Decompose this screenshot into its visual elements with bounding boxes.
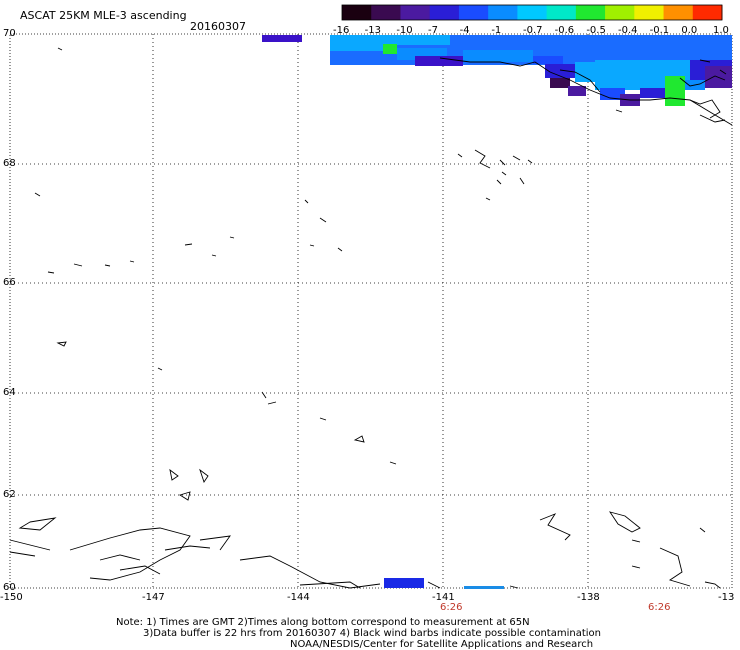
lat-label: 60 — [3, 582, 16, 593]
colorbar-tick-label: -0.6 — [554, 25, 575, 36]
colorbar-swatch — [546, 5, 577, 20]
colorbar-tick-label: 0.0 — [681, 25, 698, 36]
time-label: 6:26 — [648, 602, 671, 613]
colorbar-swatch — [517, 5, 548, 20]
colorbar-swatch — [634, 5, 665, 20]
colorbar-swatch — [575, 5, 606, 20]
colorbar-swatch — [429, 5, 460, 20]
lon-label: -147 — [142, 592, 165, 603]
lat-label: 70 — [3, 28, 16, 39]
colorbar-swatch — [458, 5, 489, 20]
colorbar-frame — [341, 4, 723, 21]
colorbar-tick-label: -0.4 — [618, 25, 638, 36]
lon-label: -150 — [0, 592, 23, 603]
colorbar-tick-label: -4 — [459, 25, 470, 36]
footer-credit: NOAA/NESDIS/Center for Satellite Applica… — [290, 639, 594, 650]
colorbar-tick-label: -10 — [396, 25, 413, 36]
colorbar-tick-label: -1 — [491, 25, 502, 36]
colorbar-swatch — [663, 5, 694, 20]
lat-label: 62 — [3, 489, 16, 500]
figure-title: ASCAT 25KM MLE-3 ascending — [20, 9, 187, 22]
colorbar-tick-label: -7 — [428, 25, 438, 36]
colorbar-swatch — [692, 5, 723, 20]
lon-label: -144 — [287, 592, 310, 603]
wind-swath-top — [262, 35, 732, 106]
figure-date: 20160307 — [190, 20, 246, 33]
coastline — [9, 47, 733, 589]
colorbar-tick-label: -0.7 — [523, 25, 543, 36]
footer-note-line2: 3)Data buffer is 22 hrs from 20160307 4)… — [143, 628, 601, 639]
colorbar-swatch — [488, 5, 518, 20]
time-label: 6:26 — [440, 602, 463, 613]
colorbar-tick-label: -13 — [364, 25, 381, 36]
colorbar-swatch — [342, 5, 372, 20]
colorbar-tick-label: -16 — [333, 25, 350, 36]
lon-label: -141 — [432, 592, 455, 603]
colorbar-swatch — [371, 5, 401, 20]
lat-label: 66 — [3, 277, 16, 288]
colorbar-swatch — [605, 5, 635, 20]
lon-label: -13 — [718, 592, 735, 603]
colorbar — [341, 4, 723, 21]
colorbar-tick-label: 1.0 — [713, 25, 729, 36]
footer-note-line1: Note: 1) Times are GMT 2)Times along bot… — [116, 617, 530, 628]
graticule — [10, 34, 732, 588]
colorbar-tick-label: -0.1 — [649, 25, 670, 36]
colorbar-swatch — [400, 5, 431, 20]
lon-label: -138 — [577, 592, 600, 603]
map-frame — [9, 33, 733, 589]
lat-label: 68 — [3, 158, 16, 169]
lat-label: 64 — [3, 387, 16, 398]
colorbar-tick-label: -0.5 — [586, 25, 606, 36]
wind-swath-bottom — [384, 578, 504, 589]
